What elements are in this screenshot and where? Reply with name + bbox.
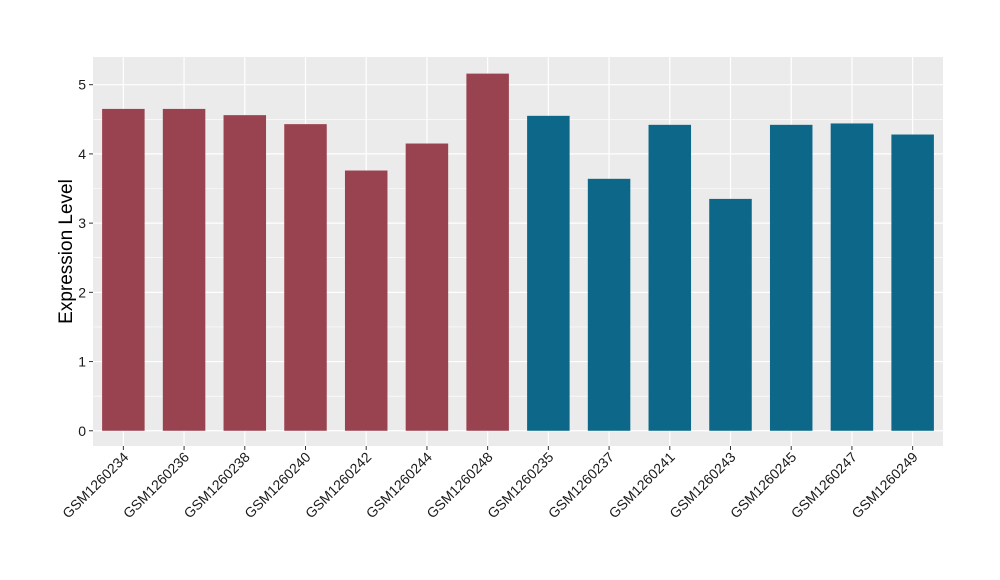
bar — [405, 143, 449, 431]
bars — [102, 73, 934, 431]
bar — [344, 170, 388, 431]
bar — [466, 73, 509, 431]
bar — [527, 115, 570, 431]
y-axis-title: Expression Level — [56, 179, 77, 324]
bar — [102, 108, 145, 431]
x-axis: GSM1260234GSM1260236GSM1260238GSM1260240… — [59, 446, 921, 521]
bar — [769, 124, 813, 431]
bar — [284, 124, 327, 431]
y-tick-label: 3 — [78, 215, 86, 231]
y-tick-label: 5 — [78, 77, 86, 93]
y-tick-label: 0 — [78, 423, 86, 439]
y-tick-label: 2 — [78, 284, 86, 300]
bar — [162, 108, 206, 431]
y-tick-label: 4 — [78, 146, 86, 162]
bar — [648, 124, 692, 431]
bar — [891, 134, 934, 431]
bar — [830, 123, 874, 431]
bar — [709, 198, 752, 431]
bar — [223, 115, 267, 431]
y-tick-label: 1 — [78, 354, 86, 370]
bar — [587, 178, 631, 431]
plot-panel — [93, 57, 943, 446]
y-axis: 0 1 2 3 4 5 — [78, 77, 93, 439]
